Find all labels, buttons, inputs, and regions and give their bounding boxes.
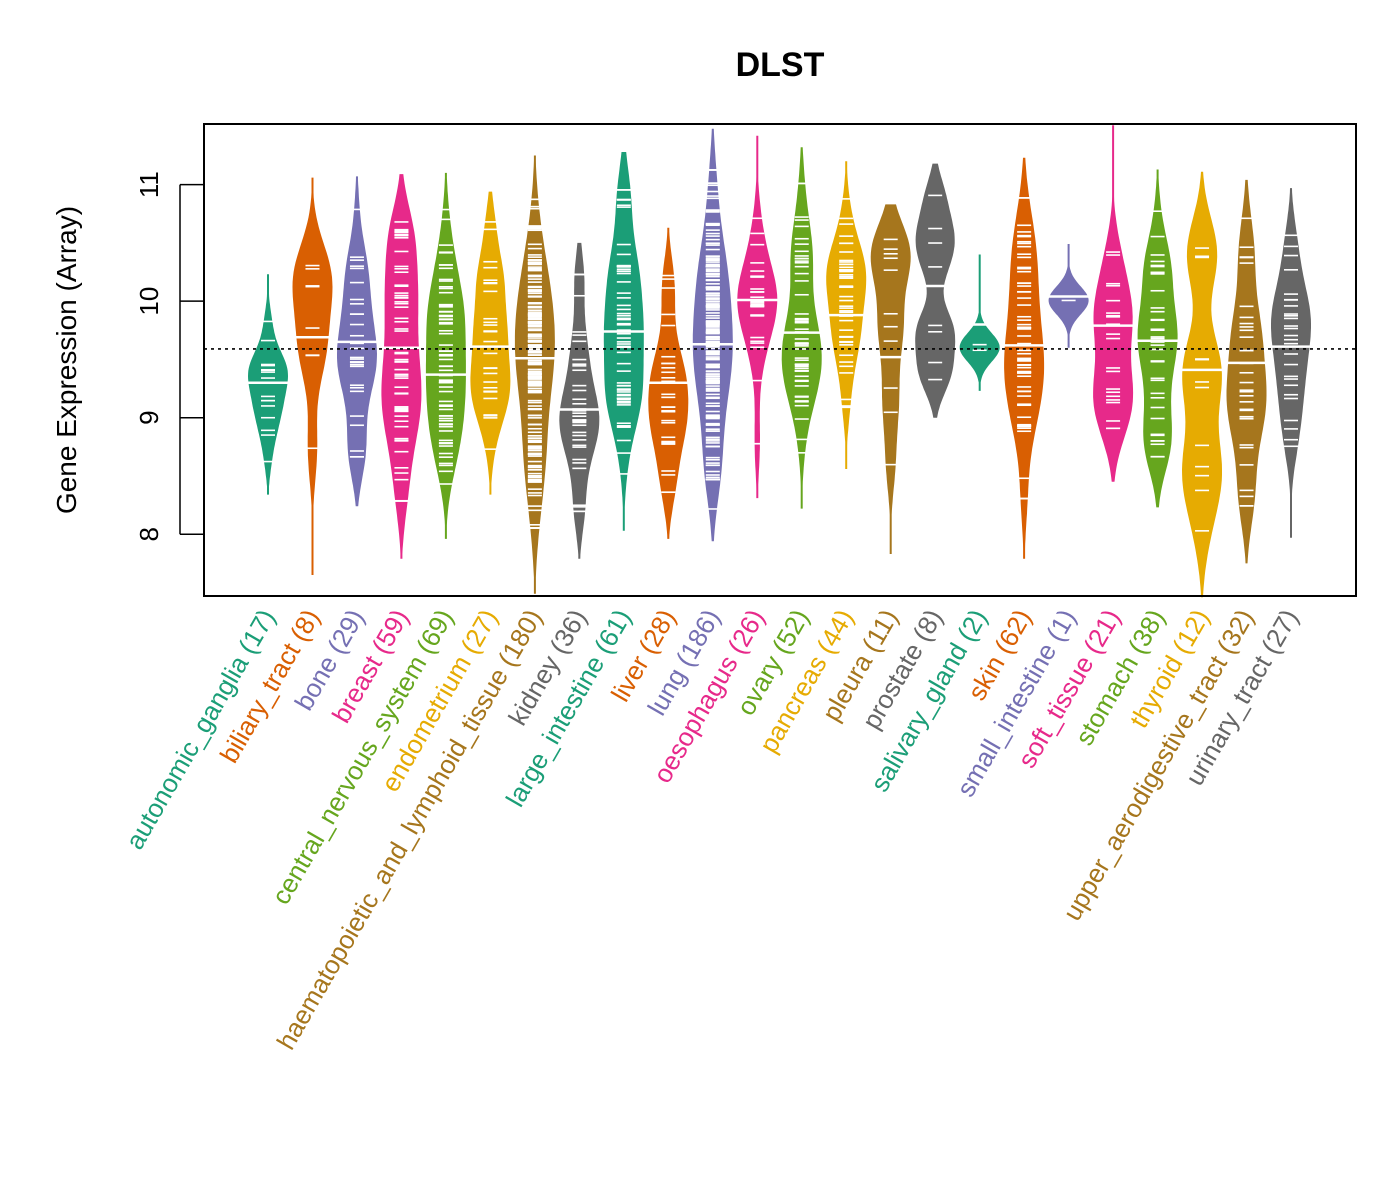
- violin-body: [248, 274, 288, 495]
- violin-pleura: [868, 204, 913, 554]
- x-axis-labels: autonomic_ganglia (17)biliary_tract (8)b…: [119, 604, 1304, 1055]
- violin-upper_aerodigestive_tract: [1224, 179, 1269, 564]
- violin-autonomic_ganglia: [246, 274, 290, 495]
- y-axis-title: Gene Expression (Array): [51, 206, 82, 514]
- violin-body: [959, 254, 1000, 391]
- violin-body: [1182, 171, 1222, 598]
- violin-kidney: [557, 242, 602, 559]
- violin-lung: [690, 128, 735, 542]
- y-tick-label: 11: [134, 171, 164, 198]
- y-tick-label: 9: [134, 410, 164, 424]
- violin-body: [1093, 125, 1134, 482]
- y-tick-label: 10: [134, 287, 164, 316]
- plot-frame: [203, 123, 1357, 597]
- violin-soft_tissue: [1091, 125, 1136, 482]
- violin-body: [1226, 179, 1267, 564]
- violin-bone: [334, 176, 379, 507]
- violin-body: [781, 147, 822, 509]
- violin-skin: [1002, 157, 1047, 559]
- violin-body: [470, 191, 511, 495]
- y-axis: 8 9 10 11: [134, 171, 204, 541]
- violin-stomach: [1135, 169, 1180, 508]
- violin-pancreas: [824, 161, 869, 470]
- violin-salivary_gland: [957, 254, 1002, 391]
- chart-title: DLST: [736, 46, 825, 84]
- violin-body: [559, 242, 600, 559]
- violin-breast: [379, 174, 424, 559]
- violin-urinary_tract: [1269, 188, 1313, 538]
- violin-endometrium: [468, 191, 513, 495]
- violin-thyroid: [1180, 171, 1225, 598]
- violin-body: [692, 128, 733, 542]
- violin-body: [381, 174, 422, 559]
- violin-large_intestine: [601, 152, 646, 531]
- violin-oesophagus: [735, 135, 780, 499]
- violin-body: [1271, 188, 1311, 538]
- violins-layer: [246, 125, 1313, 598]
- violin-body: [915, 163, 956, 418]
- y-tick-label: 8: [134, 527, 164, 541]
- violin-haematopoietic_and_lymphoid_tissue: [512, 155, 557, 594]
- violin-liver: [646, 227, 691, 539]
- violin-ovary: [779, 147, 824, 509]
- violin-body: [292, 177, 333, 575]
- violin-body: [870, 204, 911, 554]
- violin-prostate: [913, 163, 958, 418]
- violin-central_nervous_system: [423, 172, 468, 539]
- violin-small_intestine: [1046, 244, 1091, 348]
- violin-biliary_tract: [290, 177, 335, 575]
- violin-body: [737, 135, 778, 499]
